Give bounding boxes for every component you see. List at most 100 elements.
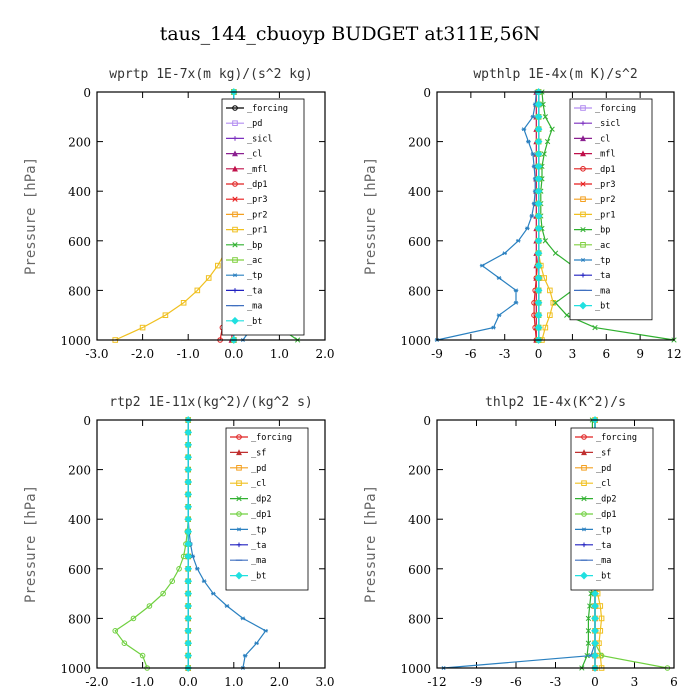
legend-entry-pr1: _pr1 xyxy=(574,210,615,220)
chart-panel-1: wprtp 1E-7x(m kg)/(s^2 kg) Pressure [hPa]… xyxy=(23,67,335,361)
data-point xyxy=(591,651,599,660)
legend-label: _ta xyxy=(251,541,266,551)
legend-entry-dp1: _dp1 xyxy=(575,510,616,520)
legend-entry-forcing: _forcing xyxy=(230,433,292,443)
chart-panel-4: thlp2 1E-4x(K^2)/s Pressure [hPa] 0 200 400 6… xyxy=(363,395,678,689)
data-point xyxy=(201,579,207,584)
legend-swatch-marker xyxy=(236,511,242,517)
data-point xyxy=(588,590,594,597)
data-point xyxy=(524,226,530,231)
legend-swatch-marker xyxy=(236,527,242,532)
legend-label: _dp1 xyxy=(595,165,615,175)
legend-label: _pd xyxy=(596,464,611,474)
x-tick-label: -3 xyxy=(550,675,562,689)
legend-swatch-marker xyxy=(580,181,586,187)
y-tick-label: 800 xyxy=(408,284,431,298)
data-point xyxy=(534,311,543,320)
y-axis-label: Pressure [hPa] xyxy=(363,485,379,603)
data-point xyxy=(521,127,527,132)
legend-label: _tp xyxy=(596,525,611,535)
legend-swatch-marker xyxy=(232,196,238,202)
data-point xyxy=(534,199,543,208)
legend-swatch-marker xyxy=(236,465,242,471)
y-tick-label: 0 xyxy=(83,414,91,428)
data-point xyxy=(184,602,193,610)
data-point xyxy=(169,578,176,585)
plot-frame xyxy=(96,419,326,669)
legend-entry-pr2: _pr2 xyxy=(226,210,267,220)
legend-swatch-marker xyxy=(236,495,242,502)
data-point xyxy=(180,300,187,306)
legend-swatch-marker xyxy=(581,480,587,486)
data-point xyxy=(139,324,146,331)
data-point xyxy=(526,139,531,144)
legend-label: _pr3 xyxy=(595,180,615,190)
y-tick-label: 1000 xyxy=(400,334,431,348)
data-point xyxy=(184,428,193,437)
legend-swatch-marker xyxy=(580,242,586,248)
data-point xyxy=(184,440,193,449)
legend-entry-dp2: _dp2 xyxy=(575,495,616,505)
legend-label: _sf xyxy=(596,448,611,458)
panel-title: rtp2 1E-11x(kg^2)/(kg^2 s) xyxy=(109,395,313,410)
data-point xyxy=(184,478,193,486)
legend-label: _sf xyxy=(251,448,266,458)
series-tp xyxy=(434,90,539,342)
x-tick-label: -9 xyxy=(431,347,443,361)
data-point xyxy=(534,125,543,134)
panel-title: thlp2 1E-4x(K^2)/s xyxy=(485,395,626,410)
legend-swatch-marker xyxy=(232,273,238,278)
legend-swatch-marker xyxy=(581,542,587,548)
legend-label: _ma xyxy=(251,556,266,566)
legend-label: _bt xyxy=(595,302,610,312)
data-point xyxy=(529,214,535,218)
data-point xyxy=(585,628,592,634)
legend-label: _forcing xyxy=(251,433,292,443)
legend-entry-ac: _ac xyxy=(574,241,610,251)
legend-label: _dp1 xyxy=(247,180,267,190)
x-tick-label: -9 xyxy=(471,675,483,689)
legend-entry-dp1: _dp1 xyxy=(226,180,267,190)
legend-entry-ac: _ac xyxy=(226,256,262,266)
data-point xyxy=(541,151,547,157)
data-point xyxy=(534,162,543,171)
legend-swatch-marker xyxy=(580,166,586,172)
data-point xyxy=(542,324,549,331)
legend-entry-sicl: _sicl xyxy=(226,134,273,144)
legend-entry-pr3: _pr3 xyxy=(226,195,267,205)
legend-entry-mfl: _mfl xyxy=(574,150,615,160)
data-point xyxy=(184,626,193,635)
figure-title: taus_144_cbuoyp BUDGET at311E,56N xyxy=(160,23,541,45)
legend-swatch-marker xyxy=(232,211,238,218)
series-bt xyxy=(534,88,543,344)
x-tick-label: 2.0 xyxy=(270,675,289,689)
legend-label: _forcing xyxy=(595,104,636,114)
legend-entry-pr3: _pr3 xyxy=(574,180,615,190)
x-tick-label: -1.0 xyxy=(177,347,200,361)
y-tick-label: 200 xyxy=(68,464,91,478)
data-point xyxy=(210,591,216,596)
data-point xyxy=(534,298,543,307)
legend-entry-tp: _tp xyxy=(226,271,262,281)
y-tick-label: 200 xyxy=(408,464,431,478)
legend-swatch-marker xyxy=(236,542,242,548)
series-pr1 xyxy=(112,89,237,343)
data-point xyxy=(534,112,543,121)
legend-entry-cl: _cl xyxy=(226,150,262,160)
legend-entry-ma: _ma xyxy=(574,286,610,296)
legend-label: _forcing xyxy=(596,433,637,443)
legend-swatch-marker xyxy=(580,226,586,233)
y-tick-label: 1000 xyxy=(400,662,431,676)
legend-swatch-marker xyxy=(236,434,242,440)
legend-label: _ta xyxy=(247,286,262,296)
y-tick-label: 200 xyxy=(68,136,91,150)
data-point xyxy=(534,323,543,332)
x-tick-label: -3.0 xyxy=(85,347,108,361)
legend-swatch-marker xyxy=(580,135,586,142)
data-point xyxy=(552,250,559,256)
data-point xyxy=(534,150,543,158)
series-line-dp1 xyxy=(114,420,189,669)
legend-entry-ta: _ta xyxy=(574,271,610,281)
legend-swatch-marker xyxy=(232,120,238,127)
legend-entry-forcing: _forcing xyxy=(575,433,637,443)
